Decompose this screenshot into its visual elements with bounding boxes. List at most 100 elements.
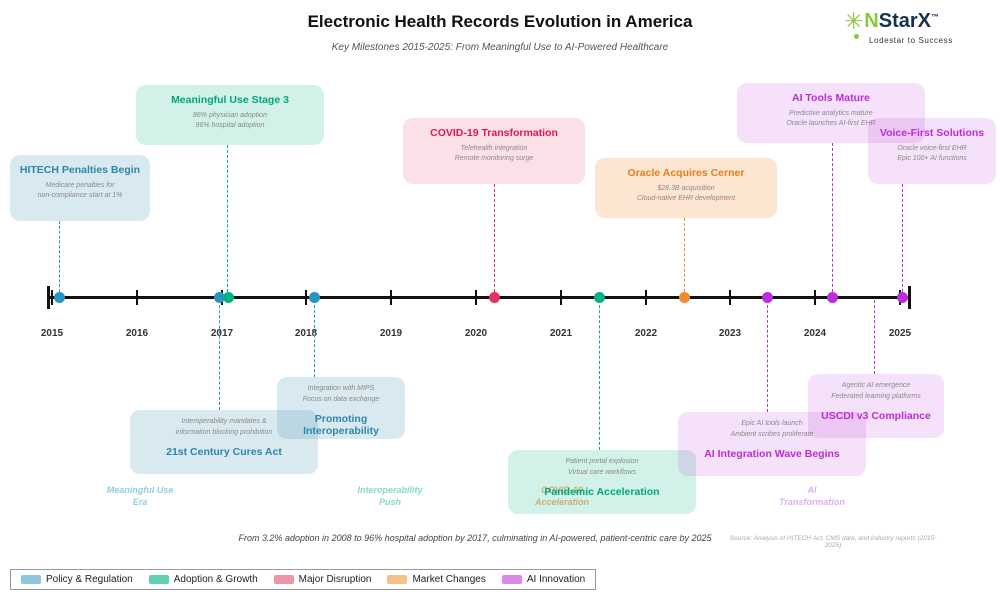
timeline-dot xyxy=(827,292,838,303)
milestone-desc: Medicare penalties for non-compliance st… xyxy=(18,181,142,203)
milestone-desc-line: Telehealth integration xyxy=(460,144,528,152)
era-line: Push xyxy=(378,497,401,508)
connector-line xyxy=(59,221,60,297)
star-icon: ✳ xyxy=(844,8,864,34)
milestone-desc-line: $28.3B acquisition xyxy=(657,184,715,192)
legend-label: Market Changes xyxy=(412,574,486,585)
timeline-dot xyxy=(679,292,690,303)
milestone-card: Integration with MIPS Focus on data exch… xyxy=(277,377,405,439)
legend-item: AI Innovation xyxy=(501,574,586,585)
milestone-card: HITECH Penalties Begin Medicare penaltie… xyxy=(10,155,150,221)
legend-swatch-disruption xyxy=(273,575,294,584)
legend-swatch-ai xyxy=(501,575,522,584)
year-label: 2025 xyxy=(888,328,912,339)
connector-line xyxy=(684,218,685,297)
year-label: 2024 xyxy=(803,328,827,339)
milestone-title: 21st Century Cures Act xyxy=(166,445,282,458)
milestone-card: Interoperability mandates & information … xyxy=(130,410,318,474)
axis-endcap-left xyxy=(47,286,50,309)
milestone-card: COVID-19 Transformation Telehealth integ… xyxy=(403,118,585,184)
milestone-title: USCDI v3 Compliance xyxy=(821,409,931,422)
connector-line xyxy=(599,300,600,450)
milestone-desc-line: 86% physician adoption xyxy=(193,111,267,119)
milestone-desc: Interoperability mandates & information … xyxy=(138,417,310,439)
milestone-desc: 86% physician adoption 96% hospital adop… xyxy=(144,111,316,133)
axis-tick xyxy=(475,290,477,305)
milestone-desc-line: Predictive analytics mature xyxy=(789,109,873,117)
milestone-card: Agentic AI emergence Federated learning … xyxy=(808,374,944,438)
legend-label: Adoption & Growth xyxy=(173,574,258,585)
milestone-card: Patient portal explosion Virtual care wo… xyxy=(508,450,696,514)
milestone-desc-line: Remote monitoring surge xyxy=(454,155,534,163)
era-line: Era xyxy=(132,497,148,508)
milestone-desc-line: Medicare penalties for xyxy=(45,181,115,189)
era-label: Interoperability Push xyxy=(328,484,452,508)
connector-line xyxy=(219,300,220,410)
year-label: 2016 xyxy=(125,328,149,339)
legend-swatch-market xyxy=(387,575,408,584)
milestone-desc-line: Virtual care workflows xyxy=(568,468,636,476)
milestone-desc-line: Interoperability mandates & xyxy=(181,418,267,425)
milestone-title: AI Tools Mature xyxy=(792,92,870,104)
logo-dot-icon xyxy=(854,34,859,39)
axis-endcap-right xyxy=(908,286,911,309)
milestone-desc-line: Epic AI tools launch xyxy=(741,420,803,427)
legend: Policy & Regulation Adoption & Growth Ma… xyxy=(10,569,597,590)
connector-line xyxy=(902,184,903,297)
milestone-desc-line: 96% hospital adoption xyxy=(195,122,265,130)
milestone-desc: Predictive analytics mature Oracle launc… xyxy=(745,109,917,131)
year-label: 2017 xyxy=(210,328,234,339)
era-label: Meaningful Use Era xyxy=(78,484,202,508)
page-subtitle: Key Milestones 2015-2025: From Meaningfu… xyxy=(331,42,669,53)
axis-tick xyxy=(645,290,647,305)
legend-item: Market Changes xyxy=(387,574,486,585)
axis-tick xyxy=(390,290,392,305)
milestone-desc: Oracle voice-first EHR Epic 100+ AI func… xyxy=(876,144,988,166)
year-label: 2019 xyxy=(379,328,403,339)
era-line: COVID-19 xyxy=(541,485,583,495)
milestone-title: HITECH Penalties Begin xyxy=(19,164,141,176)
connector-line xyxy=(494,184,495,297)
legend-label: Policy & Regulation xyxy=(46,574,133,585)
milestone-title: Pandemic Acceleration xyxy=(544,485,660,498)
timeline-dot xyxy=(594,292,605,303)
axis-tick xyxy=(51,290,53,305)
era-label: AI Transformation xyxy=(750,484,874,508)
era-line: Transformation xyxy=(779,497,845,508)
era-line: Acceleration xyxy=(534,497,590,508)
footer-caption: From 3.2% adoption in 2008 to 96% hospit… xyxy=(238,533,712,543)
timeline-axis xyxy=(48,296,910,299)
milestone-desc-line: Cloud-native EHR development xyxy=(636,195,736,203)
era-line: Meaningful Use xyxy=(106,485,174,495)
milestone-card: Voice-First Solutions Oracle voice-first… xyxy=(868,118,996,184)
legend-item: Major Disruption xyxy=(273,574,372,585)
milestone-card: AI Tools Mature Predictive analytics mat… xyxy=(737,83,925,143)
connector-line xyxy=(832,143,833,297)
year-label: 2020 xyxy=(464,328,488,339)
era-line: AI xyxy=(807,485,817,495)
milestone-desc-line: Ambient scribes proliferate xyxy=(730,430,814,438)
logo-tagline: Lodestar to Success xyxy=(869,36,953,45)
milestone-desc: Telehealth integration Remote monitoring… xyxy=(411,144,577,166)
connector-line xyxy=(767,300,768,412)
milestone-desc: Agentic AI emergence Federated learning … xyxy=(816,381,936,403)
milestone-title: COVID-19 Transformation xyxy=(430,127,558,139)
milestone-desc-line: Epic 100+ AI functions xyxy=(897,155,967,163)
year-label: 2015 xyxy=(40,328,64,339)
milestone-card: Oracle Acquires Cerner $28.3B acquisitio… xyxy=(595,158,777,218)
legend-item: Policy & Regulation xyxy=(21,574,133,585)
legend-label: AI Innovation xyxy=(526,574,586,585)
connector-line xyxy=(874,300,875,374)
era-line: Interoperability xyxy=(357,485,423,495)
timeline-dot xyxy=(309,292,320,303)
logo-name: StarX xyxy=(878,10,931,32)
milestone-desc: Patient portal explosion Virtual care wo… xyxy=(516,457,688,479)
milestone-title: Oracle Acquires Cerner xyxy=(627,167,745,179)
legend-label: Major Disruption xyxy=(298,574,372,585)
axis-tick xyxy=(729,290,731,305)
axis-tick xyxy=(814,290,816,305)
milestone-desc-line: Patient portal explosion xyxy=(565,458,639,465)
milestone-desc-line: Integration with MIPS xyxy=(307,385,375,392)
timeline-dot xyxy=(762,292,773,303)
year-label: 2023 xyxy=(718,328,742,339)
